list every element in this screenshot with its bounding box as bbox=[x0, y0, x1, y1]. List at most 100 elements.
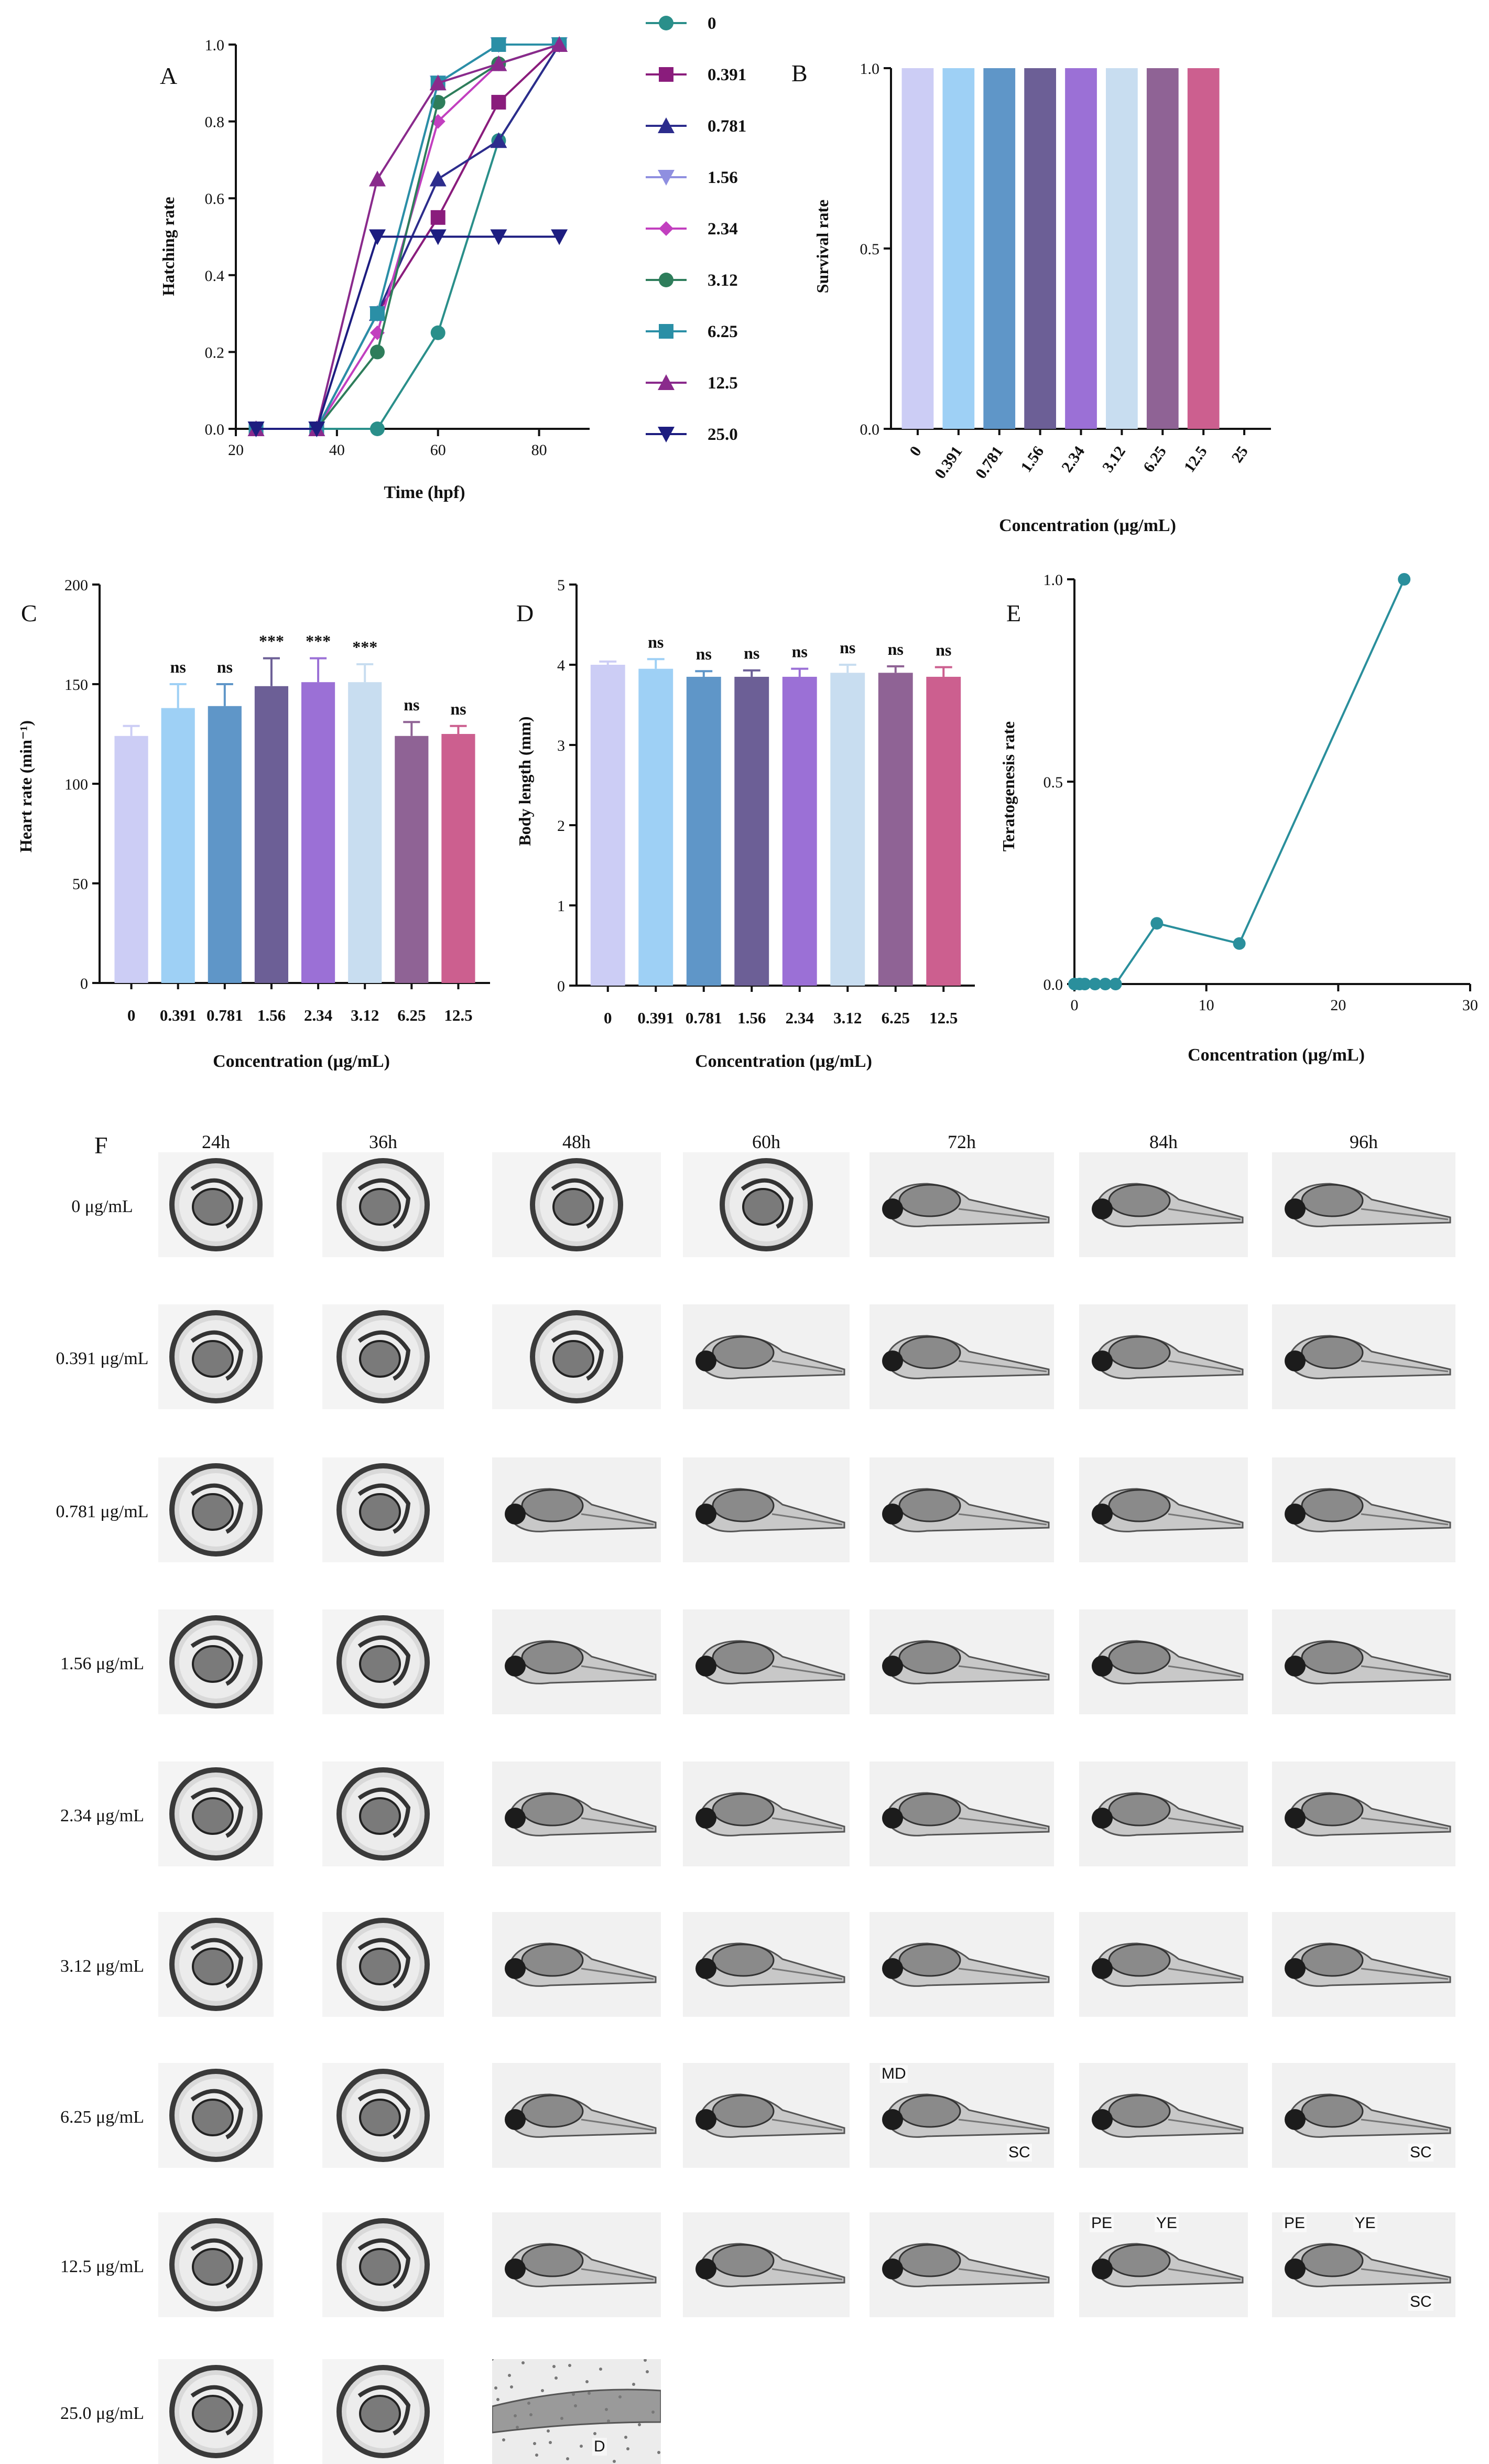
embryo-image-egg bbox=[158, 1457, 274, 1562]
egg-yolk bbox=[192, 1948, 234, 1985]
embryo-drawing bbox=[492, 1152, 661, 1257]
embryo-image-larva bbox=[492, 1912, 661, 2017]
embryo-drawing bbox=[492, 1609, 661, 1714]
embryo-image-larva bbox=[492, 2063, 661, 2168]
embryo-image-larva bbox=[870, 1152, 1054, 1257]
panel-f-time-72h: 72h bbox=[948, 1131, 976, 1152]
panel-e-plot: 0.0 0.5 1.0 0 10 20 30 bbox=[1044, 571, 1479, 1014]
panel-e-point bbox=[1398, 573, 1411, 586]
embryo-drawing bbox=[1272, 1152, 1455, 1257]
embryo-image-larva bbox=[683, 2063, 850, 2168]
panel-a-point-12.5 bbox=[551, 36, 568, 52]
debris-dot bbox=[508, 2374, 511, 2377]
debris-dot bbox=[599, 2368, 602, 2371]
panel-c-xtick-label: 0.391 bbox=[160, 1006, 197, 1024]
larva-yolk bbox=[1301, 1641, 1364, 1674]
embryo-image-egg bbox=[322, 1761, 444, 1866]
larva-yolk bbox=[1301, 2244, 1364, 2277]
embryo-drawing bbox=[492, 1304, 661, 1409]
debris-dot bbox=[492, 2359, 494, 2361]
panel-f-time-84h: 84h bbox=[1149, 1131, 1178, 1152]
larva-eye bbox=[882, 1350, 903, 1371]
debris-dot bbox=[521, 2361, 525, 2364]
embryo-image-egg bbox=[158, 1304, 274, 1409]
panel-b-ytick-label: 0.0 bbox=[860, 421, 880, 438]
legend-label: 0.391 bbox=[708, 66, 746, 84]
egg-yolk bbox=[192, 1188, 234, 1226]
panel-e-ytick-label: 0.0 bbox=[1044, 976, 1063, 993]
panel-b-xtick-label: 2.34 bbox=[1058, 443, 1088, 475]
panel-a-xtick-label: 80 bbox=[531, 441, 547, 459]
debris-dot bbox=[624, 2436, 627, 2439]
debris-dot bbox=[605, 2408, 608, 2411]
larva-eye bbox=[695, 2258, 716, 2279]
panel-f-letter: F bbox=[94, 1132, 108, 1159]
egg-yolk bbox=[192, 1645, 234, 1683]
embryo-image-larva bbox=[683, 1609, 850, 1714]
panel-d-xtick-label: 0.781 bbox=[686, 1009, 722, 1027]
legend-marker-0.781 bbox=[658, 117, 675, 133]
larva-eye bbox=[882, 1198, 903, 1219]
panel-d-significance: ns bbox=[936, 641, 951, 660]
larva-notochord bbox=[958, 1665, 1047, 1678]
embryo-drawing bbox=[322, 2359, 444, 2464]
larva-yolk bbox=[712, 1641, 775, 1674]
panel-a-point-12.5 bbox=[490, 55, 507, 71]
larva-eye bbox=[695, 2109, 716, 2130]
embryo-drawing bbox=[492, 2212, 661, 2317]
embryo-drawing bbox=[158, 2359, 274, 2464]
larva-eye bbox=[882, 1958, 903, 1979]
panel-c-ytick-label: 200 bbox=[64, 577, 88, 594]
panel-f-annotation-PE: PE bbox=[1283, 2214, 1307, 2232]
panel-e-ylabel: Teratogenesis rate bbox=[999, 721, 1018, 852]
panel-f-annotation-SC: SC bbox=[1007, 2144, 1032, 2162]
larva-eye bbox=[1285, 1350, 1306, 1371]
panel-e: E 0.0 0.5 1.0 0 10 20 30 Teratogenesis rate Co… bbox=[999, 571, 1478, 1065]
panel-f-row-label: 1.56 μg/mL bbox=[60, 1654, 144, 1673]
embryo-image-egg bbox=[322, 1609, 444, 1714]
larva-notochord bbox=[1168, 2268, 1241, 2281]
embryo-drawing bbox=[158, 2063, 274, 2168]
debris-dot bbox=[638, 2423, 641, 2426]
egg-embryo bbox=[741, 1178, 794, 1229]
debris-dot bbox=[585, 2380, 589, 2383]
panel-a-xtick-label: 40 bbox=[329, 441, 345, 459]
embryo-image-larva bbox=[870, 1912, 1054, 2017]
panel-a-point-25.0 bbox=[551, 229, 568, 245]
egg-embryo bbox=[357, 1330, 411, 1381]
panel-a-point-25.0 bbox=[490, 229, 507, 245]
embryo-image-larva bbox=[1079, 2063, 1248, 2168]
larva-yolk bbox=[712, 2094, 775, 2128]
panel-b-bar-3.12 bbox=[1106, 68, 1138, 429]
larva-notochord bbox=[581, 1665, 654, 1678]
larva-eye bbox=[695, 1350, 716, 1371]
panel-e-point bbox=[1099, 978, 1112, 990]
panel-c-ylabel: Heart rate (min⁻¹) bbox=[16, 720, 35, 852]
panel-f-row-label: 0.391 μg/mL bbox=[56, 1349, 149, 1368]
larva-notochord bbox=[1361, 2119, 1449, 2131]
debris-dot bbox=[580, 2445, 583, 2448]
panel-a-point-6.25 bbox=[491, 37, 506, 52]
larva-eye bbox=[1092, 1350, 1113, 1371]
panel-f-row-label: 3.12 μg/mL bbox=[60, 1957, 144, 1976]
embryo-drawing bbox=[1079, 1609, 1248, 1714]
panel-b-bar-0 bbox=[901, 68, 934, 429]
panel-a-point-25.0 bbox=[308, 422, 325, 437]
embryo-drawing bbox=[322, 1152, 444, 1257]
egg-embryo bbox=[551, 1330, 604, 1381]
egg-embryo bbox=[190, 1938, 244, 1989]
panel-a-point-0.781 bbox=[490, 132, 507, 148]
embryo-drawing bbox=[492, 1457, 661, 1562]
embryo-drawing bbox=[492, 2063, 661, 2168]
embryo-image-egg bbox=[683, 1152, 850, 1257]
panel-d-label: D bbox=[516, 600, 534, 626]
panel-e-point bbox=[1109, 978, 1122, 990]
legend-marker-25.0 bbox=[658, 427, 675, 442]
larva-eye bbox=[1092, 1198, 1113, 1219]
egg-yolk bbox=[192, 1340, 234, 1378]
embryo-image-larva bbox=[1079, 1912, 1248, 2017]
embryo-drawing bbox=[492, 1761, 661, 1866]
panel-b: B 0.0 0.5 1.0 0 0.391 0.781 1.56 2.34 3.12 6.25 12… bbox=[791, 60, 1271, 535]
larva-notochord bbox=[771, 1665, 843, 1678]
egg-yolk bbox=[192, 1797, 234, 1835]
